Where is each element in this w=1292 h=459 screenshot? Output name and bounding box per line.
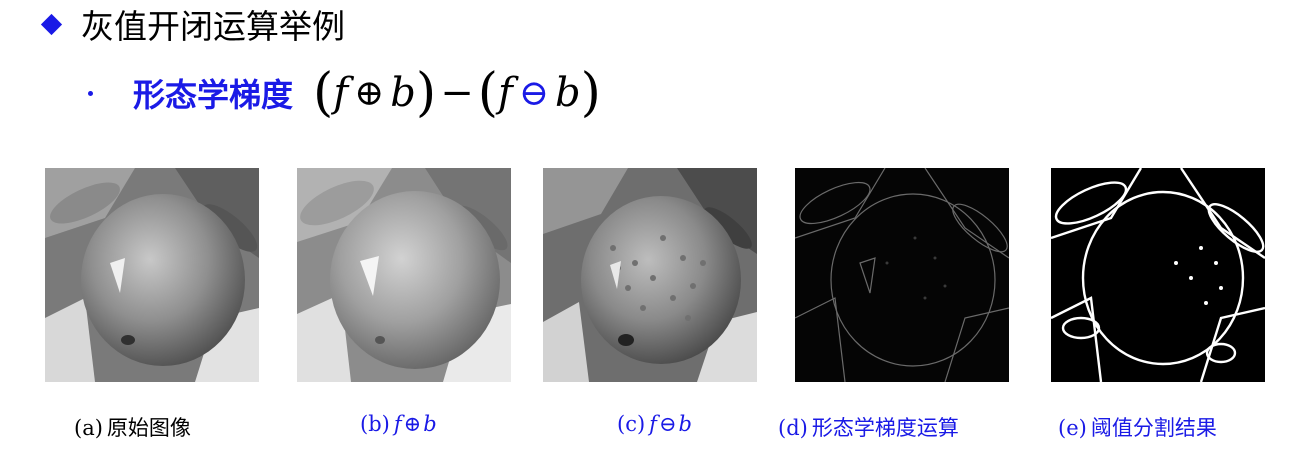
- caption-c: (c) f⊖b: [617, 412, 692, 436]
- diamond-bullet-icon: [40, 13, 63, 35]
- caption-a: (a) 原始图像: [74, 412, 191, 442]
- caption-text: 原始图像: [106, 416, 191, 440]
- caption-b-var: b: [423, 412, 437, 436]
- formula-f: f: [498, 70, 513, 116]
- caption-op: ⊖: [658, 412, 677, 436]
- caption-b-var: b: [678, 412, 692, 436]
- caption-label: (e): [1058, 416, 1087, 440]
- term-label: 形态学梯度: [133, 76, 294, 114]
- formula-b: b: [390, 70, 416, 116]
- formula-minus: −: [440, 70, 474, 116]
- formula-f: f: [333, 70, 349, 116]
- gradient-definition: 形态学梯度 ( f ⊕ b ) − ( f ⊖ b ): [88, 62, 601, 124]
- caption-op: ⊕: [403, 412, 422, 436]
- slide-heading: 灰值开闭运算举例: [40, 2, 345, 46]
- heading-text: 灰值开闭运算举例: [81, 7, 345, 46]
- caption-e: (e) 阈值分割结果: [1058, 412, 1217, 442]
- formula-b: b: [555, 70, 581, 116]
- caption-d: (d) 形态学梯度运算: [778, 412, 959, 442]
- image-gradient: [795, 168, 1009, 382]
- gradient-formula: ( f ⊕ b ) − ( f ⊖ b ): [313, 63, 601, 123]
- formula-paren: ): [415, 63, 437, 123]
- formula-erosion-op: ⊖: [518, 72, 549, 114]
- image-erosion: [543, 168, 757, 382]
- caption-b: (b) f⊕b: [360, 412, 437, 436]
- formula-paren: (: [313, 63, 334, 123]
- caption-label: (b): [360, 412, 390, 436]
- caption-label: (d): [778, 416, 808, 440]
- formula-paren: ): [580, 63, 601, 123]
- image-original: [45, 168, 259, 382]
- caption-text: 形态学梯度运算: [811, 416, 959, 440]
- caption-f: f: [393, 412, 402, 436]
- caption-text: 阈值分割结果: [1090, 416, 1217, 440]
- caption-f: f: [649, 412, 657, 436]
- formula-dilation-op: ⊕: [354, 72, 385, 114]
- caption-label: (a): [74, 416, 103, 440]
- image-dilation: [297, 168, 511, 382]
- formula-paren: (: [477, 63, 499, 123]
- caption-label: (c): [617, 412, 646, 436]
- dot-bullet-icon: [88, 90, 93, 96]
- image-threshold: [1051, 168, 1265, 382]
